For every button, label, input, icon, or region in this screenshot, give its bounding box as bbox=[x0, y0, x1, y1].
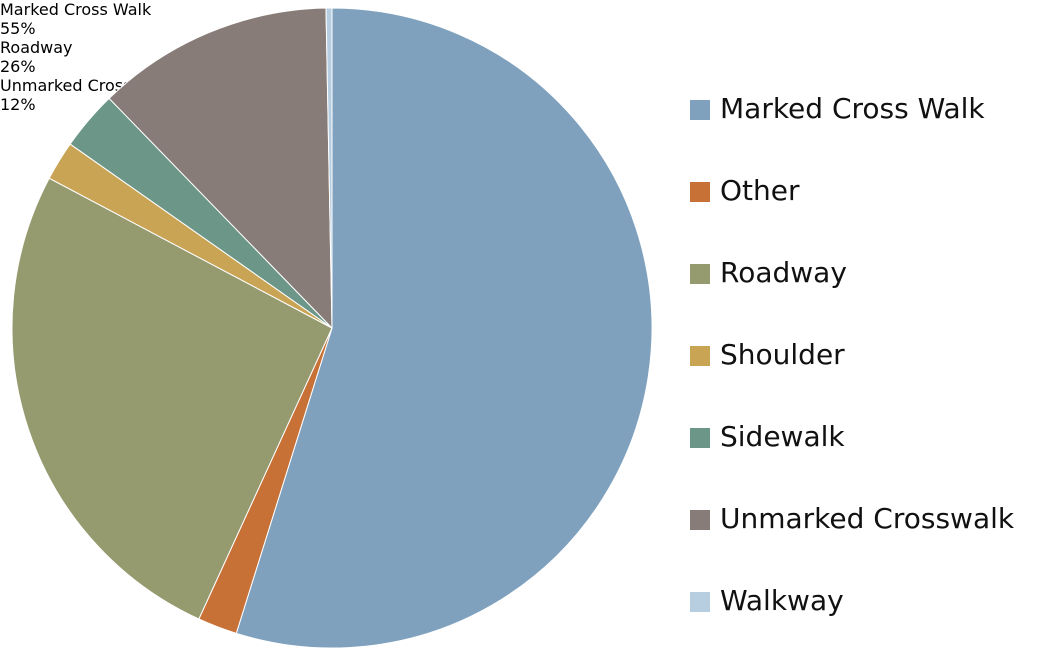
legend-swatch bbox=[690, 592, 710, 612]
pie-slice bbox=[108, 7, 333, 330]
legend-label: Other bbox=[720, 174, 800, 207]
legend-swatch bbox=[690, 182, 710, 202]
slice-label-value: 12% bbox=[0, 95, 36, 114]
slice-label-value: 55% bbox=[0, 19, 36, 38]
legend-swatch bbox=[690, 100, 710, 120]
legend-swatch bbox=[690, 264, 710, 284]
legend-label: Walkway bbox=[720, 584, 844, 617]
legend-label: Roadway bbox=[720, 256, 847, 289]
slice-label: Roadway 26% bbox=[0, 38, 1047, 76]
legend-swatch bbox=[690, 510, 710, 530]
pie-slice bbox=[325, 7, 333, 329]
pie-slice bbox=[11, 177, 333, 620]
slice-label-value: 26% bbox=[0, 57, 36, 76]
pie-slice bbox=[235, 7, 653, 648]
legend-swatch bbox=[690, 428, 710, 448]
slice-label-category: Roadway bbox=[0, 38, 73, 57]
legend-label: Shoulder bbox=[720, 338, 845, 371]
slice-label-category: Marked Cross Walk bbox=[0, 0, 152, 19]
slice-label: Marked Cross Walk 55% bbox=[0, 0, 1047, 38]
legend-label: Marked Cross Walk bbox=[720, 92, 985, 125]
legend-label: Unmarked Crosswalk bbox=[720, 502, 1015, 535]
legend-swatch bbox=[690, 346, 710, 366]
legend-label: Sidewalk bbox=[720, 420, 845, 453]
